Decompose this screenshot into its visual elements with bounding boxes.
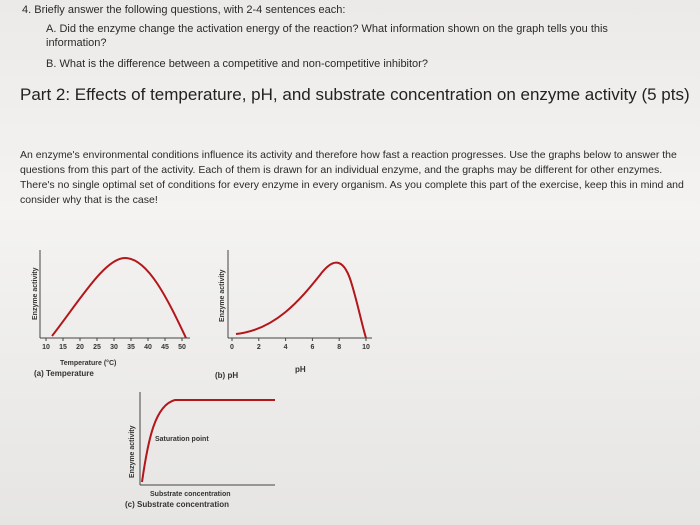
tick-label: 35	[127, 344, 135, 351]
tick-label: 0	[230, 344, 234, 351]
y-axis-label: Enzyme activity	[219, 269, 226, 322]
tick-label: 50	[178, 344, 186, 351]
tick-label: 40	[144, 344, 152, 351]
tick-label: 6	[310, 344, 314, 351]
tick-label: 10	[42, 344, 50, 351]
tick-label: 10	[362, 344, 370, 351]
section-paragraph: An enzyme's environmental conditions inf…	[20, 149, 684, 206]
caption: (b) pH	[215, 371, 238, 380]
caption: (c) Substrate concentration	[125, 500, 229, 509]
x-axis-label: pH	[295, 365, 306, 374]
tick-label: 8	[337, 344, 341, 351]
question-b: B. What is the difference between a comp…	[46, 58, 428, 70]
tick-label: 30	[110, 344, 118, 351]
curve	[235, 261, 367, 339]
tick-label: 45	[161, 344, 169, 351]
y-axis-label: Enzyme activity	[129, 425, 136, 478]
tick-label: 25	[93, 344, 101, 351]
curve	[51, 256, 187, 339]
curve	[141, 399, 275, 483]
tick-label: 20	[76, 344, 84, 351]
x-axis-label: Substrate concentration	[150, 491, 231, 498]
annotation: Saturation point	[155, 436, 209, 443]
tick-label: 4	[284, 344, 288, 351]
y-axis-label: Enzyme activity	[32, 267, 39, 320]
tick-label: 15	[59, 344, 67, 351]
question-a: A. Did the enzyme change the activation …	[46, 23, 608, 49]
caption: (a) Temperature	[34, 369, 94, 378]
tick-label: 2	[257, 344, 261, 351]
question-heading: 4. Briefly answer the following question…	[22, 4, 346, 16]
section-title: Part 2: Effects of temperature, pH, and …	[20, 85, 690, 104]
x-axis-label: Temperature (°C)	[60, 359, 116, 367]
